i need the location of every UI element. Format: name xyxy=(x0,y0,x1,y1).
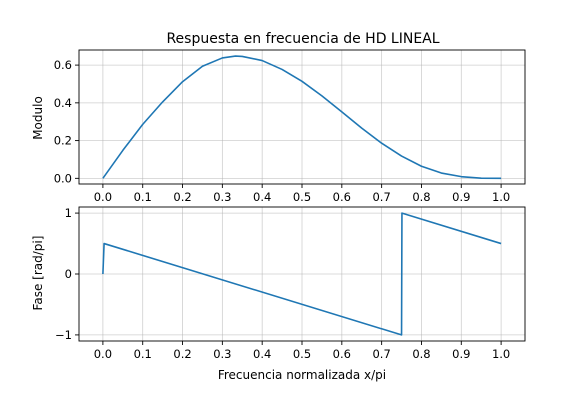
x-tick-label: 0.5 xyxy=(293,347,311,361)
series-line xyxy=(102,212,502,336)
x-tick-label: 0.4 xyxy=(253,347,271,361)
y-axis-label-fase: Fase [rad/pi] xyxy=(31,236,45,311)
x-tick-label: 0.0 xyxy=(94,190,112,204)
x-tick-label: 0.6 xyxy=(333,347,351,361)
chart-title: Respuesta en frecuencia de HD LINEAL xyxy=(166,31,439,47)
y-axis-label-modulo: Modulo xyxy=(31,96,45,140)
x-tick-label: 0.6 xyxy=(333,190,351,204)
plot-fase: Frecuencia normalizada x/pi Fase [rad/pi… xyxy=(31,206,526,382)
series-line xyxy=(102,55,502,180)
x-tick-label: 0.1 xyxy=(134,347,152,361)
x-tick-label: 1.0 xyxy=(492,190,510,204)
x-tick-label: 0.7 xyxy=(372,347,390,361)
y-tick-label: −1 xyxy=(55,328,72,342)
x-tick-label: 0.9 xyxy=(452,347,470,361)
x-tick-label: 0.0 xyxy=(94,347,112,361)
x-tick-label: 0.4 xyxy=(253,190,271,204)
y-tick-label: 0.0 xyxy=(54,171,72,185)
x-tick-label: 0.7 xyxy=(372,190,390,204)
x-tick-label: 0.2 xyxy=(173,347,191,361)
x-tick-label: 0.3 xyxy=(213,190,231,204)
y-tick-label: 0.2 xyxy=(54,134,72,148)
x-axis-label: Frecuencia normalizada x/pi xyxy=(218,368,386,382)
y-tick-label: 0 xyxy=(65,267,72,281)
y-tick-label: 0.6 xyxy=(54,58,72,72)
x-tick-label: 0.5 xyxy=(293,190,311,204)
x-tick-label: 0.2 xyxy=(173,190,191,204)
y-tick-label: 0.4 xyxy=(54,96,72,110)
x-tick-label: 0.8 xyxy=(412,347,430,361)
x-tick-label: 0.8 xyxy=(412,190,430,204)
plot-modulo: Respuesta en frecuencia de HD LINEAL Mod… xyxy=(31,31,526,204)
y-tick-label: 1 xyxy=(65,206,72,220)
x-tick-label: 0.1 xyxy=(134,190,152,204)
x-tick-label: 0.3 xyxy=(213,347,231,361)
x-tick-label: 0.9 xyxy=(452,190,470,204)
x-tick-label: 1.0 xyxy=(492,347,510,361)
